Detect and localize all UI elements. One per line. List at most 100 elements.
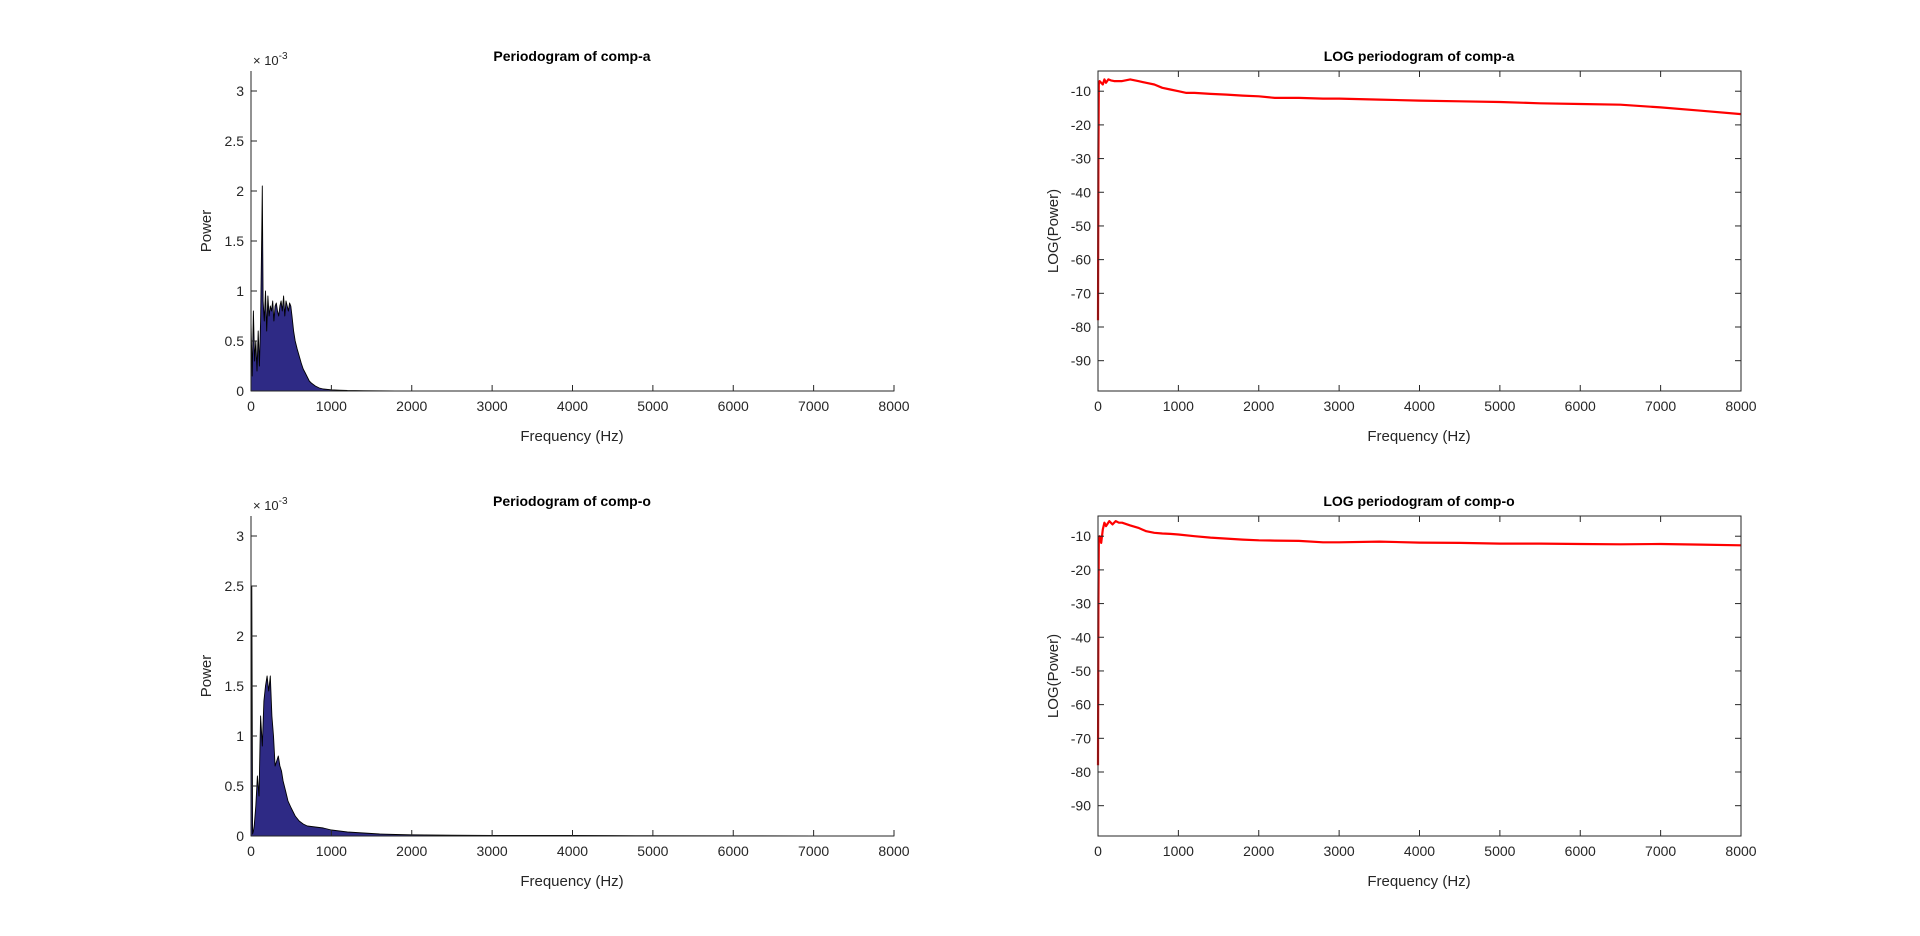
x-axis-label: Frequency (Hz) (520, 428, 623, 445)
y-tick-label: 1 (236, 283, 244, 299)
tick-marks: 0 1000 2000 3000 4000 5000 6000 7000 8000 -90 -80 -… (1071, 516, 1757, 859)
x-tick-label: 2000 (1243, 843, 1274, 859)
x-tick-label: 3000 (477, 398, 508, 414)
series-area-fill (250, 585, 895, 837)
x-axis-label: Frequency (Hz) (1367, 873, 1470, 890)
y-exponent-base: × 10 (253, 498, 279, 513)
y-tick-label: -60 (1071, 252, 1091, 268)
y-tick-label: -40 (1071, 184, 1091, 200)
plot-box (1097, 70, 1742, 392)
y-tick-label: -30 (1071, 151, 1091, 167)
y-tick-label: -70 (1071, 730, 1091, 746)
y-axis-label: Power (198, 210, 215, 253)
x-tick-label: 1000 (1163, 398, 1194, 414)
series-line-path (1096, 78, 1742, 321)
series-line (1096, 520, 1742, 766)
y-tick-label: -10 (1071, 528, 1091, 544)
x-tick-label: 3000 (1324, 843, 1355, 859)
x-tick-label: 4000 (557, 398, 588, 414)
x-tick-label: 2000 (396, 398, 427, 414)
y-exponent-label: × 10-3 (253, 51, 288, 68)
y-tick-label: 1 (236, 728, 244, 744)
y-axis-label: LOG(Power) (1045, 634, 1062, 718)
x-tick-label: 2000 (396, 843, 427, 859)
y-tick-label: 0 (236, 828, 244, 844)
x-tick-label: 4000 (1404, 843, 1435, 859)
x-tick-label: 8000 (878, 843, 909, 859)
y-axis-label: Power (198, 655, 215, 698)
x-tick-label: 4000 (557, 843, 588, 859)
chart-title: LOG periodogram of comp-o (1323, 493, 1514, 509)
y-tick-label: -30 (1071, 596, 1091, 612)
x-tick-label: 6000 (718, 398, 749, 414)
y-tick-label: 1.5 (225, 233, 245, 249)
x-tick-label: 3000 (477, 843, 508, 859)
y-tick-label: -50 (1071, 218, 1091, 234)
y-tick-label: -80 (1071, 764, 1091, 780)
y-tick-label: -90 (1071, 798, 1091, 814)
x-tick-label: 8000 (1725, 843, 1756, 859)
x-tick-label: 1000 (316, 843, 347, 859)
axes (250, 71, 894, 392)
axes (1097, 515, 1742, 837)
y-tick-label: 0.5 (225, 778, 245, 794)
y-exponent-base: × 10 (253, 53, 279, 68)
chart-title: Periodogram of comp-a (493, 48, 650, 64)
x-tick-label: 7000 (1645, 398, 1676, 414)
x-axis-label: Frequency (Hz) (1367, 428, 1470, 445)
y-tick-label: -60 (1071, 697, 1091, 713)
x-tick-label: 7000 (798, 843, 829, 859)
x-tick-label: 0 (247, 398, 255, 414)
y-tick-label: 3 (236, 528, 244, 544)
x-tick-label: 5000 (1484, 843, 1515, 859)
x-tick-label: 4000 (1404, 398, 1435, 414)
series-line-path (1096, 520, 1742, 766)
series-area (250, 585, 895, 837)
x-tick-label: 1000 (1163, 843, 1194, 859)
y-tick-label: 0.5 (225, 333, 245, 349)
axes (250, 516, 894, 837)
y-tick-label: 2.5 (225, 133, 245, 149)
panel-periodogram-comp-a: Periodogram of comp-a × 10-3 0 1000 2000 30… (198, 48, 910, 445)
y-tick-label: 2 (236, 183, 244, 199)
chart-title: LOG periodogram of comp-a (1324, 48, 1515, 64)
tick-marks: 0 1000 2000 3000 4000 5000 6000 7000 8000 0 0.5 1 1.… (225, 528, 910, 859)
x-tick-label: 0 (1094, 843, 1102, 859)
y-tick-label: 1.5 (225, 678, 245, 694)
y-exponent-label: × 10-3 (253, 496, 288, 513)
y-tick-label: -10 (1071, 83, 1091, 99)
tick-marks: 0 1000 2000 3000 4000 5000 6000 7000 8000 0 0.5 1 1.… (225, 83, 910, 414)
x-tick-label: 1000 (316, 398, 347, 414)
y-tick-label: 3 (236, 83, 244, 99)
axes (1097, 70, 1742, 392)
plot-box (1097, 515, 1742, 837)
panel-log-periodogram-comp-o: LOG periodogram of comp-o 0 1000 2000 3000 4… (1045, 493, 1757, 890)
x-tick-label: 6000 (718, 843, 749, 859)
x-axis-label: Frequency (Hz) (520, 873, 623, 890)
y-tick-label: -90 (1071, 353, 1091, 369)
x-tick-label: 8000 (1725, 398, 1756, 414)
y-tick-label: -20 (1071, 117, 1091, 133)
x-tick-label: 2000 (1243, 398, 1274, 414)
y-exponent-power: -3 (279, 496, 288, 507)
x-tick-label: 7000 (1645, 843, 1676, 859)
x-tick-label: 0 (247, 843, 255, 859)
y-exponent-power: -3 (279, 51, 288, 62)
y-tick-label: -80 (1071, 319, 1091, 335)
y-tick-label: 2 (236, 628, 244, 644)
series-line (1096, 78, 1742, 321)
x-tick-label: 5000 (637, 398, 668, 414)
panel-periodogram-comp-o: Periodogram of comp-o × 10-3 0 1000 2000 30… (198, 493, 910, 890)
y-tick-label: -40 (1071, 629, 1091, 645)
y-tick-label: -70 (1071, 285, 1091, 301)
x-tick-label: 0 (1094, 398, 1102, 414)
x-tick-label: 7000 (798, 398, 829, 414)
tick-marks: 0 1000 2000 3000 4000 5000 6000 7000 8000 -90 -80 -… (1071, 71, 1757, 414)
y-tick-label: -50 (1071, 663, 1091, 679)
x-tick-label: 6000 (1565, 843, 1596, 859)
x-tick-label: 8000 (878, 398, 909, 414)
y-tick-label: 0 (236, 383, 244, 399)
x-tick-label: 5000 (637, 843, 668, 859)
